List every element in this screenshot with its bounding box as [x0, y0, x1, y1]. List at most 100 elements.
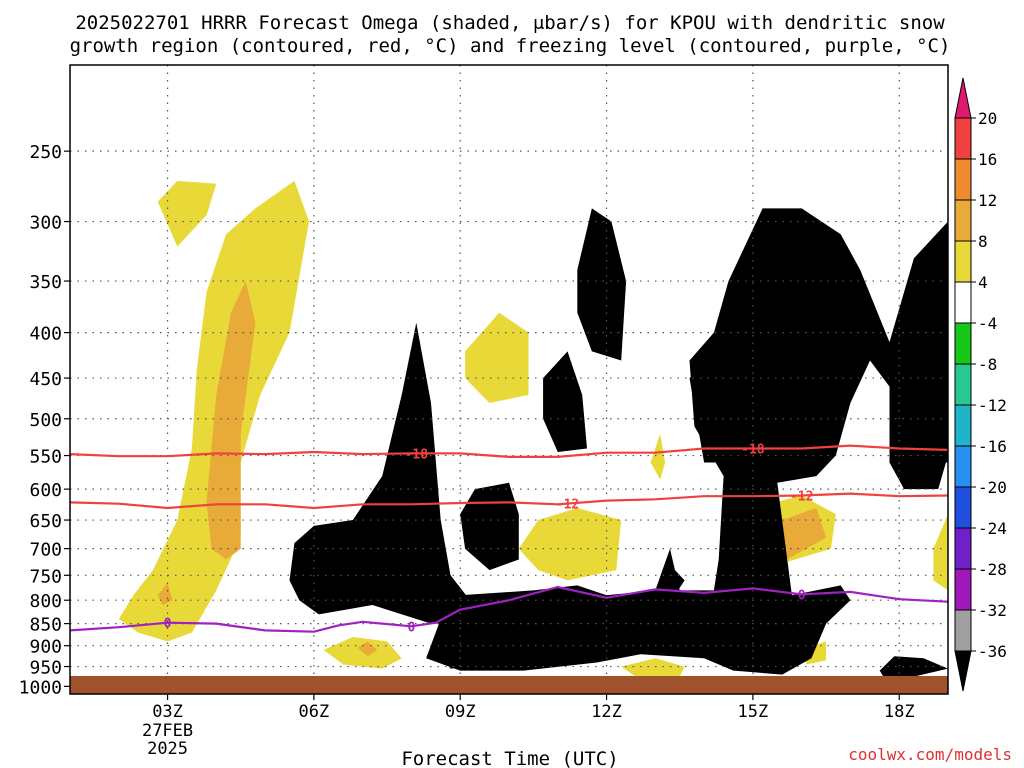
x-tick-label: 09Z: [445, 702, 476, 722]
y-tick-label: 1000: [19, 677, 62, 698]
y-tick-label: 250: [29, 142, 62, 163]
omega-positive-area: [465, 312, 529, 403]
colorbar-bin: [954, 117, 972, 160]
colorbar-tick-label: -16: [978, 437, 1007, 456]
contour-label: -18: [741, 442, 765, 457]
omega-negative-strong: [787, 351, 812, 419]
colorbar-tick-label: -28: [978, 560, 1007, 579]
plot-frame: [69, 64, 949, 695]
colorbar-bin: [954, 363, 972, 406]
omega-negative-mid: [489, 514, 514, 549]
x-tick-label: 18Z: [884, 702, 915, 722]
contour-label: 0: [408, 620, 416, 635]
omega-negative-area: [460, 482, 519, 571]
temperature-contours: -18 -18 -12 -12 0 0 0: [70, 442, 948, 635]
contour-label: 0: [164, 617, 172, 632]
colorbar-tick-label: 12: [978, 191, 997, 210]
colorbar-bin: [954, 158, 972, 201]
omega-positive-area: [650, 433, 666, 480]
y-tick-label: 700: [29, 540, 62, 561]
omega-positive-area: [933, 514, 948, 591]
colorbar-tick-label: 8: [978, 232, 988, 251]
colorbar-tick-label: -32: [978, 601, 1007, 620]
colorbar-tick-label: -24: [978, 519, 1007, 538]
y-tick-label: 900: [29, 637, 62, 658]
y-tick-label: 400: [29, 324, 62, 345]
y-tick-label: 500: [29, 410, 62, 431]
omega-negative-mid: [533, 609, 602, 646]
colorbar-bottom-arrow: [954, 650, 972, 692]
colorbar-bin: [954, 486, 972, 529]
contour-label: -12: [556, 498, 579, 513]
y-tick-label: 300: [29, 213, 62, 234]
y-tick-label: 650: [29, 511, 62, 532]
y-tick-label: 800: [29, 591, 62, 612]
omega-positive-core: [206, 281, 256, 560]
omega-negative-strong: [738, 649, 763, 661]
y-tick-label: 600: [29, 480, 62, 501]
y-tick-label: 950: [29, 658, 62, 679]
x-tick-year: 2025: [147, 739, 188, 759]
colorbar-bin: [954, 568, 972, 611]
omega-positive-area: [118, 180, 309, 642]
contour-label: 0: [798, 588, 806, 603]
omega-negative-mid: [660, 564, 685, 596]
omega-negative-mid: [689, 269, 831, 463]
colorbar-tick-label: -8: [978, 355, 997, 374]
chart-title-line-2: growth region (contoured, red, °C) and f…: [70, 35, 951, 57]
omega-negative-strong: [699, 386, 719, 463]
colorbar-tick-label: 20: [978, 109, 997, 128]
y-tick-label: 450: [29, 369, 62, 390]
y-axis: 2503003504004505005506006507007508008509…: [19, 142, 70, 698]
contour-line: [70, 585, 948, 633]
colorbar-bin: [954, 404, 972, 447]
colorbar-tick-label: -20: [978, 478, 1007, 497]
omega-negative-area: [426, 208, 948, 675]
contour-line: [70, 444, 948, 458]
colorbar-bin: [954, 609, 972, 652]
omega-negative-mid: [304, 433, 431, 596]
colorbar-tick-label: -4: [978, 314, 997, 333]
colorbar-bin: [954, 240, 972, 283]
watermark: coolwx.com/models: [848, 745, 1012, 764]
y-tick-label: 850: [29, 615, 62, 636]
omega-positive-area: [157, 180, 217, 247]
colorbar-top-arrow: [954, 77, 972, 119]
x-tick-label: 06Z: [299, 702, 330, 722]
contour-label: -12: [790, 490, 813, 505]
omega-negative-area: [879, 656, 948, 679]
x-tick-label: 12Z: [591, 702, 622, 722]
colorbar-bin: [954, 199, 972, 242]
colorbar-bin: [954, 445, 972, 488]
contour-label: -18: [405, 447, 429, 462]
omega-positive-core: [157, 582, 173, 605]
x-tick-label: 03Z: [152, 702, 183, 722]
colorbar-tick-label: -36: [978, 642, 1007, 661]
colorbar-tick-label: -12: [978, 396, 1007, 415]
x-tick-date: 27FEB: [142, 721, 193, 741]
omega-shading: [118, 180, 948, 679]
omega-negative-area: [543, 351, 587, 452]
colorbar: 20 16 12 8 4 -4 -8 -12 -16 -20 -24 -28 -32 -36: [954, 77, 1007, 692]
y-tick-label: 750: [29, 566, 62, 587]
surface-terrain: [70, 676, 948, 694]
colorbar-bin: [954, 281, 972, 324]
omega-negative-mid: [899, 351, 948, 463]
colorbar-bin: [954, 527, 972, 570]
omega-positive-area: [518, 508, 622, 581]
y-tick-label: 550: [29, 447, 62, 468]
chart-title-line-1: 2025022701 HRRR Forecast Omega (shaded, …: [75, 12, 945, 34]
y-tick-label: 350: [29, 272, 62, 293]
omega-negative-mid: [596, 258, 617, 333]
x-tick-label: 15Z: [738, 702, 769, 722]
colorbar-tick-label: 4: [978, 273, 988, 292]
omega-positive-area: [621, 658, 685, 677]
contour-line: [70, 492, 948, 510]
colorbar-tick-label: 16: [978, 150, 997, 169]
x-axis-label: Forecast Time (UTC): [401, 748, 618, 768]
omega-positive-area: [323, 637, 402, 669]
omega-negative-mid: [440, 623, 500, 669]
colorbar-bin: [954, 322, 972, 365]
